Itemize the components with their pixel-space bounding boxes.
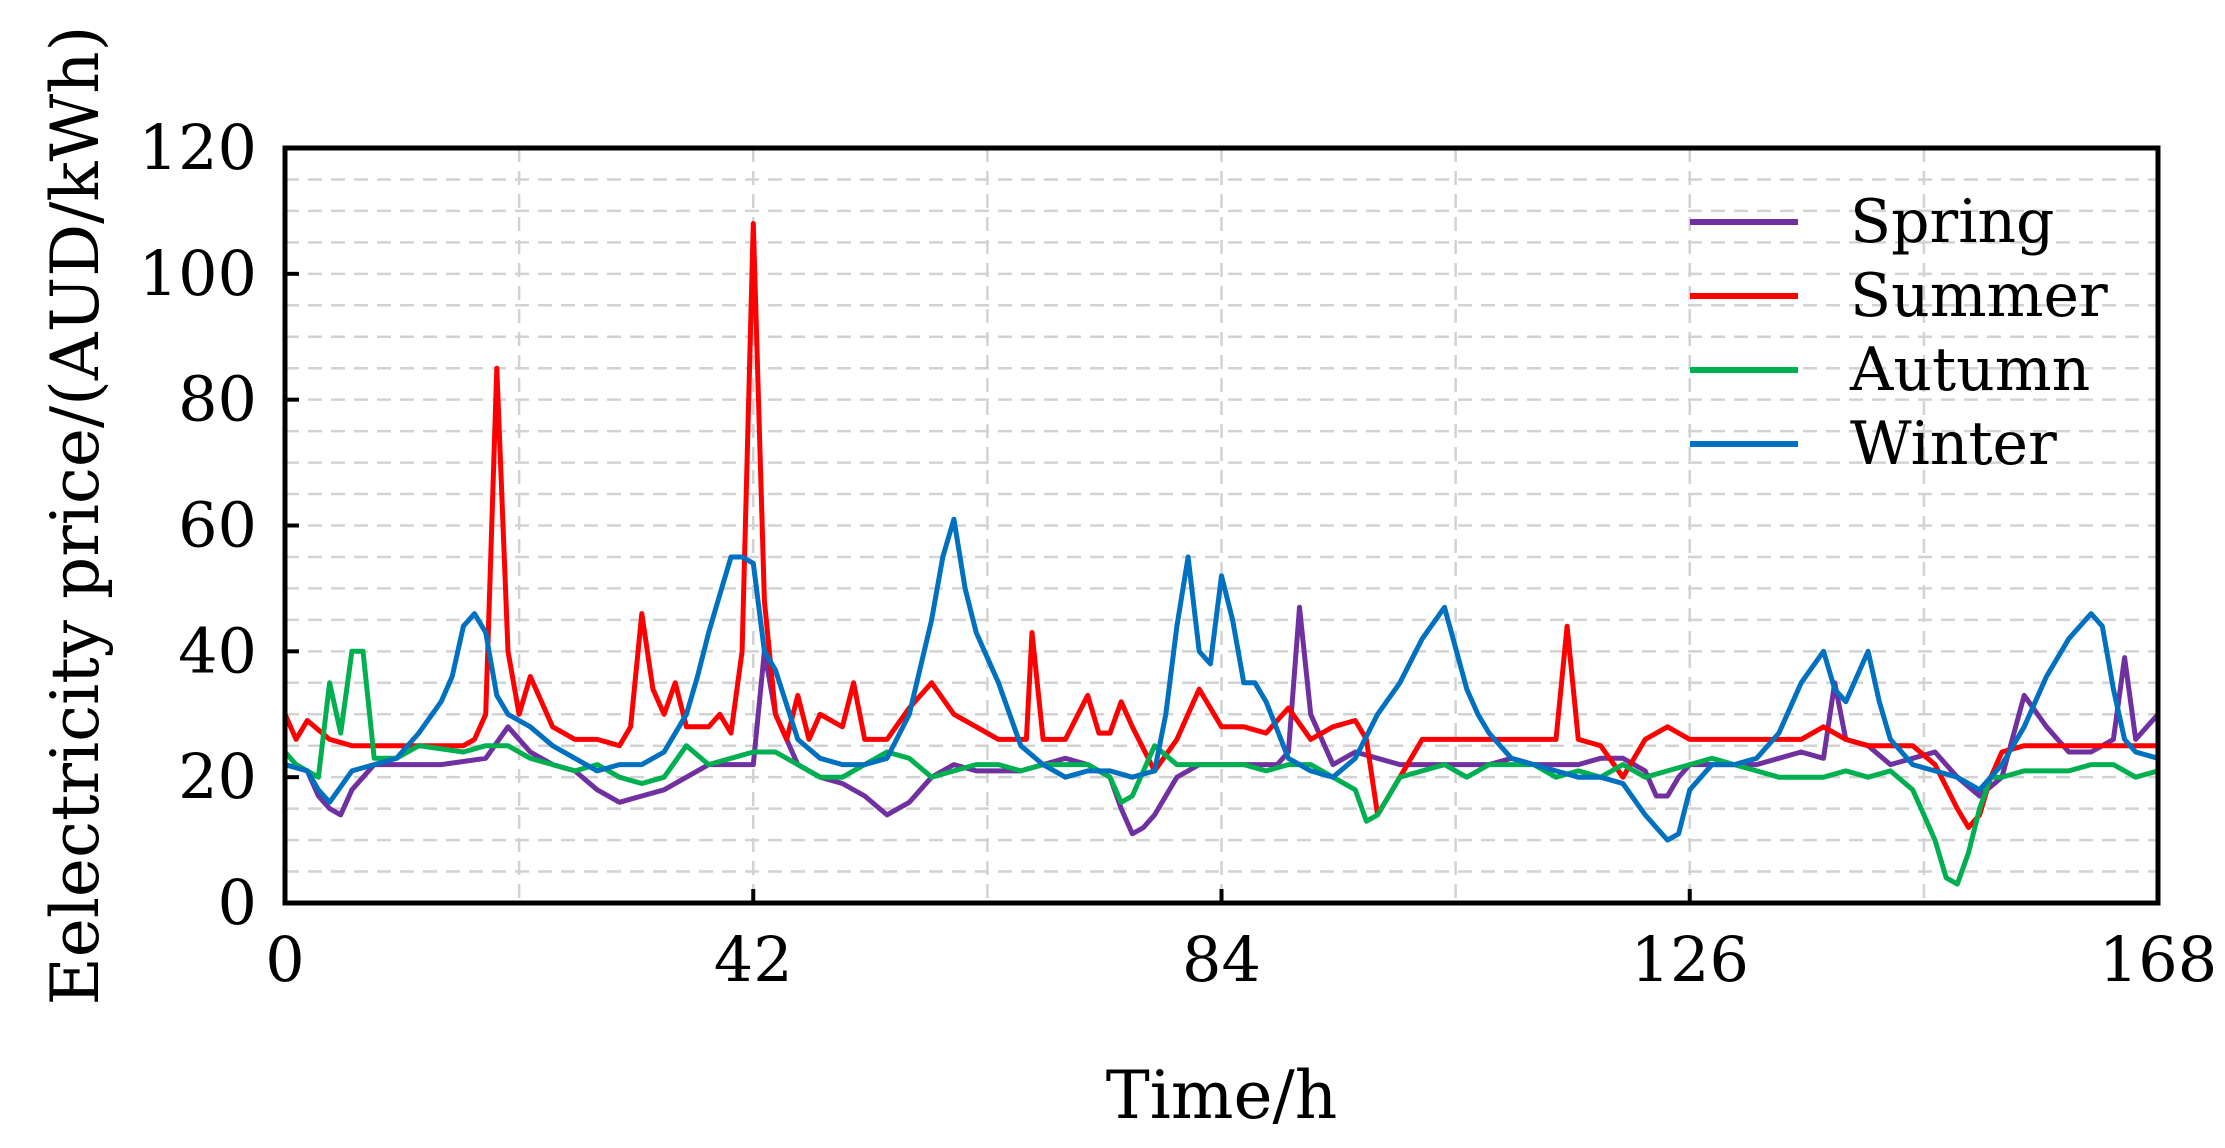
y-axis-ticks: 0 20 40 60 80 100 120 xyxy=(139,111,299,939)
x-tick-label: 42 xyxy=(714,923,793,996)
y-axis-title: Eelectricity price/(AUD/kWh) xyxy=(37,26,114,1006)
legend-label-autumn: Autumn xyxy=(1849,335,2090,405)
legend-label-spring: Spring xyxy=(1850,187,2054,257)
x-tick-label: 168 xyxy=(2099,923,2217,996)
y-tick-label: 20 xyxy=(178,740,257,813)
y-tick-label: 100 xyxy=(139,237,257,310)
x-tick-label: 0 xyxy=(265,923,304,996)
series-line-winter xyxy=(282,516,2161,843)
legend-label-winter: Winter xyxy=(1850,409,2057,479)
series-lines xyxy=(282,221,2161,887)
y-tick-label: 40 xyxy=(178,614,257,687)
series-line-autumn xyxy=(282,648,2161,887)
y-tick-label: 60 xyxy=(178,489,257,562)
y-tick-label: 120 xyxy=(139,111,257,184)
y-tick-label: 80 xyxy=(178,363,257,436)
y-tick-label: 0 xyxy=(218,866,257,939)
series-line-summer xyxy=(282,221,2161,830)
grid-lines xyxy=(285,148,2158,903)
x-axis-title: Time/h xyxy=(1106,1057,1338,1134)
legend-label-summer: Summer xyxy=(1850,261,2108,331)
x-axis-ticks: 0 42 84 126 168 xyxy=(265,889,2217,996)
x-tick-label: 84 xyxy=(1182,923,1261,996)
x-tick-label: 126 xyxy=(1631,923,1749,996)
